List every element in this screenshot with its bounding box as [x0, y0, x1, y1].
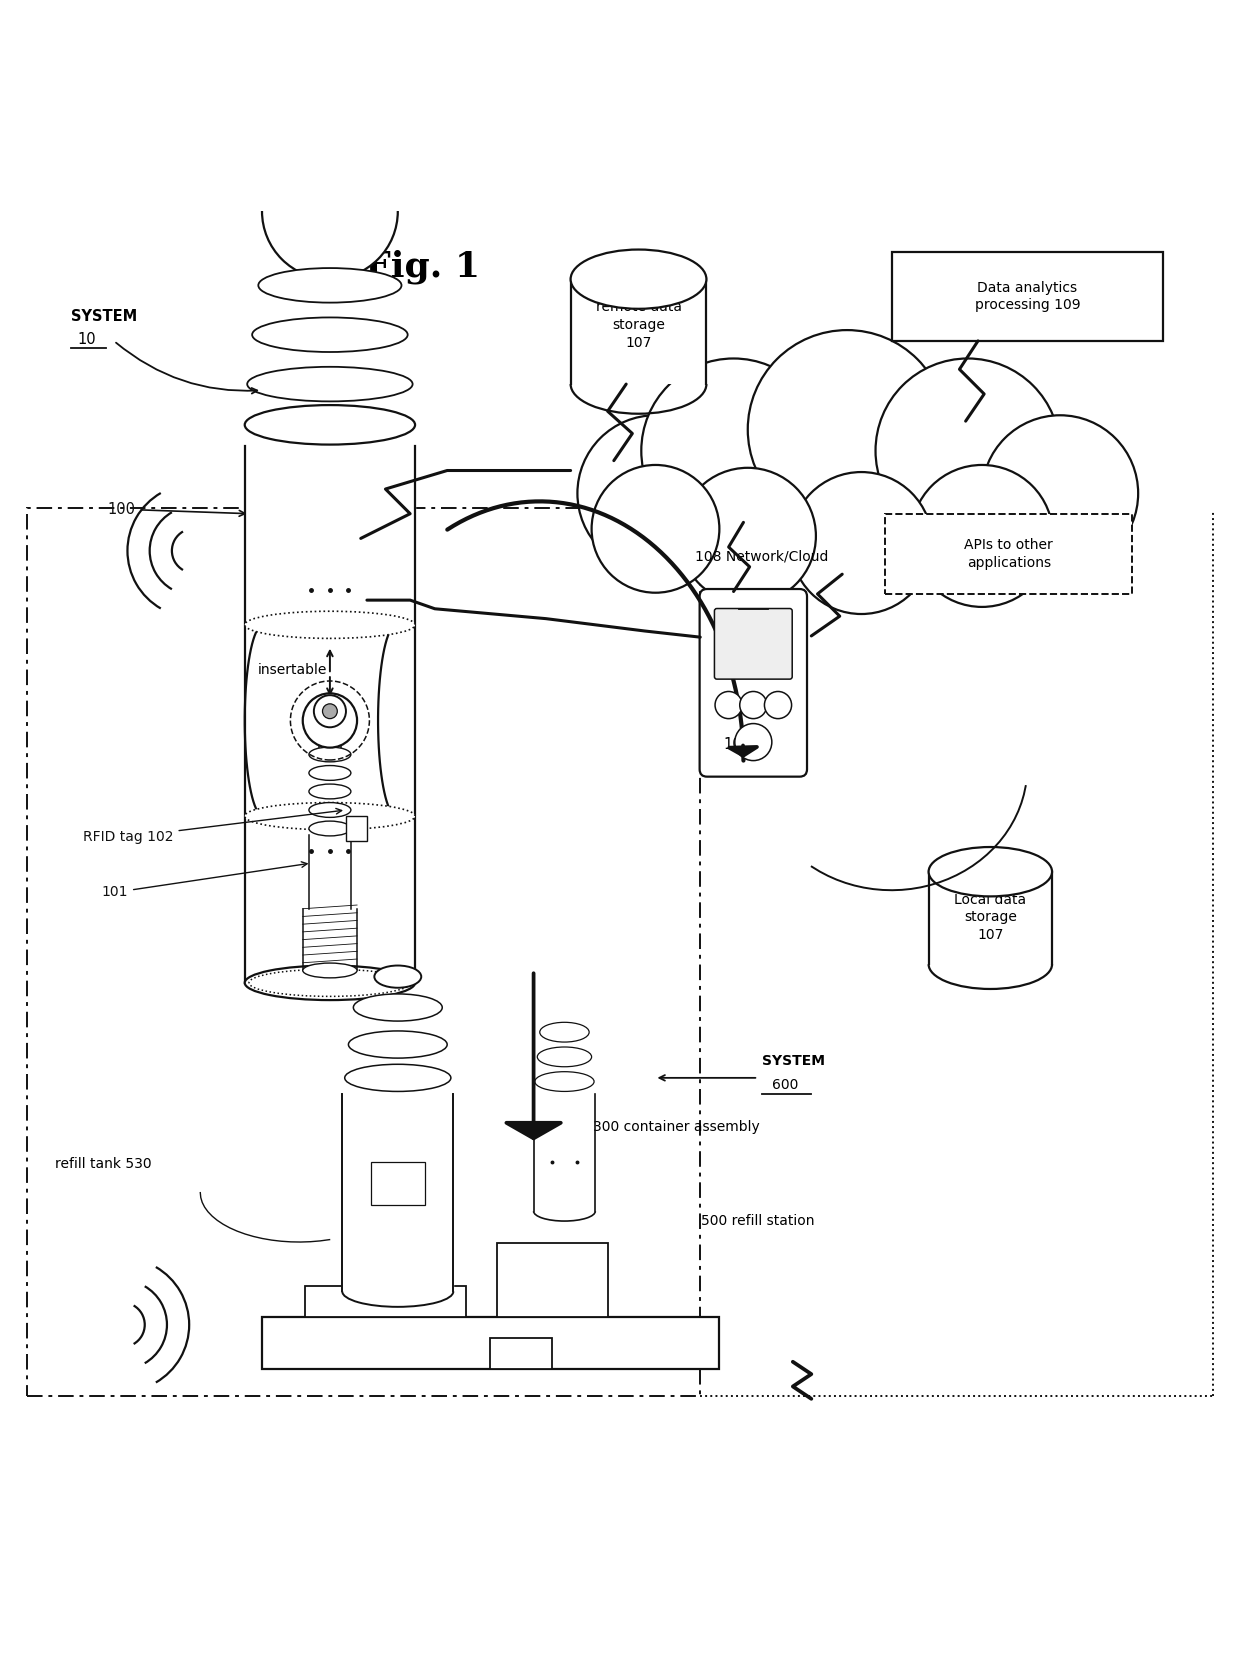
Circle shape	[911, 466, 1053, 606]
Text: APIs to other
applications: APIs to other applications	[965, 539, 1053, 570]
Text: SYSTEM: SYSTEM	[761, 1054, 825, 1067]
Ellipse shape	[296, 157, 363, 182]
Ellipse shape	[247, 366, 413, 401]
Ellipse shape	[309, 766, 351, 780]
Ellipse shape	[258, 268, 402, 303]
Bar	[570, 278, 707, 384]
Bar	[346, 817, 367, 840]
Circle shape	[680, 467, 816, 605]
Ellipse shape	[244, 802, 415, 830]
FancyBboxPatch shape	[699, 588, 807, 777]
Polygon shape	[533, 1094, 595, 1211]
Bar	[262, 1317, 719, 1369]
Text: Data analytics
processing 109: Data analytics processing 109	[975, 280, 1080, 313]
Ellipse shape	[539, 1022, 589, 1042]
Ellipse shape	[244, 404, 415, 444]
Ellipse shape	[303, 963, 357, 978]
Circle shape	[875, 358, 1060, 543]
Ellipse shape	[374, 966, 422, 988]
Ellipse shape	[244, 966, 415, 1001]
Bar	[929, 872, 1052, 964]
Ellipse shape	[570, 250, 707, 308]
Ellipse shape	[309, 802, 351, 817]
Polygon shape	[309, 835, 351, 908]
Text: 106: 106	[723, 737, 751, 752]
Circle shape	[715, 691, 743, 719]
Text: SYSTEM: SYSTEM	[71, 308, 136, 323]
Ellipse shape	[348, 1031, 448, 1059]
Circle shape	[790, 472, 932, 615]
Text: 100: 100	[108, 502, 246, 517]
Bar	[371, 1162, 425, 1205]
Bar	[305, 1286, 466, 1317]
Bar	[496, 1243, 608, 1317]
Circle shape	[322, 704, 337, 719]
Polygon shape	[319, 727, 341, 752]
Bar	[892, 252, 1163, 341]
Circle shape	[641, 358, 826, 543]
Text: 108 Network/Cloud: 108 Network/Cloud	[696, 550, 828, 563]
Bar	[490, 1339, 552, 1369]
Circle shape	[748, 330, 946, 529]
Ellipse shape	[309, 822, 351, 835]
Ellipse shape	[309, 747, 351, 762]
Text: insertable: insertable	[258, 663, 327, 678]
Circle shape	[303, 693, 357, 747]
Bar	[27, 507, 701, 1397]
Circle shape	[314, 696, 346, 727]
Circle shape	[591, 466, 719, 593]
Text: Local data
storage
107: Local data storage 107	[955, 893, 1027, 943]
Ellipse shape	[252, 318, 408, 351]
Ellipse shape	[296, 131, 363, 167]
Polygon shape	[244, 446, 415, 983]
Circle shape	[578, 416, 734, 572]
Circle shape	[740, 691, 766, 719]
Text: RFID tag 102: RFID tag 102	[83, 809, 342, 843]
Ellipse shape	[345, 1064, 451, 1092]
Circle shape	[262, 144, 398, 278]
Text: remote data
storage
107: remote data storage 107	[595, 300, 682, 350]
Ellipse shape	[353, 994, 443, 1021]
Text: 500 refill station: 500 refill station	[702, 1215, 815, 1228]
Text: Fig. 1: Fig. 1	[365, 250, 480, 283]
Polygon shape	[342, 1094, 454, 1291]
Text: 300 container assembly: 300 container assembly	[593, 1120, 760, 1135]
Circle shape	[764, 691, 791, 719]
Ellipse shape	[534, 1072, 594, 1092]
Ellipse shape	[929, 847, 1052, 896]
Bar	[885, 514, 1132, 593]
Circle shape	[982, 416, 1138, 572]
Text: 101: 101	[102, 862, 308, 900]
Polygon shape	[303, 908, 357, 971]
Text: 10: 10	[77, 331, 95, 348]
Circle shape	[735, 724, 771, 761]
Ellipse shape	[537, 1047, 591, 1067]
Text: refill tank 530: refill tank 530	[55, 1157, 151, 1171]
FancyBboxPatch shape	[714, 608, 792, 679]
Ellipse shape	[309, 784, 351, 799]
Ellipse shape	[244, 611, 415, 638]
Text: 600: 600	[773, 1079, 799, 1092]
